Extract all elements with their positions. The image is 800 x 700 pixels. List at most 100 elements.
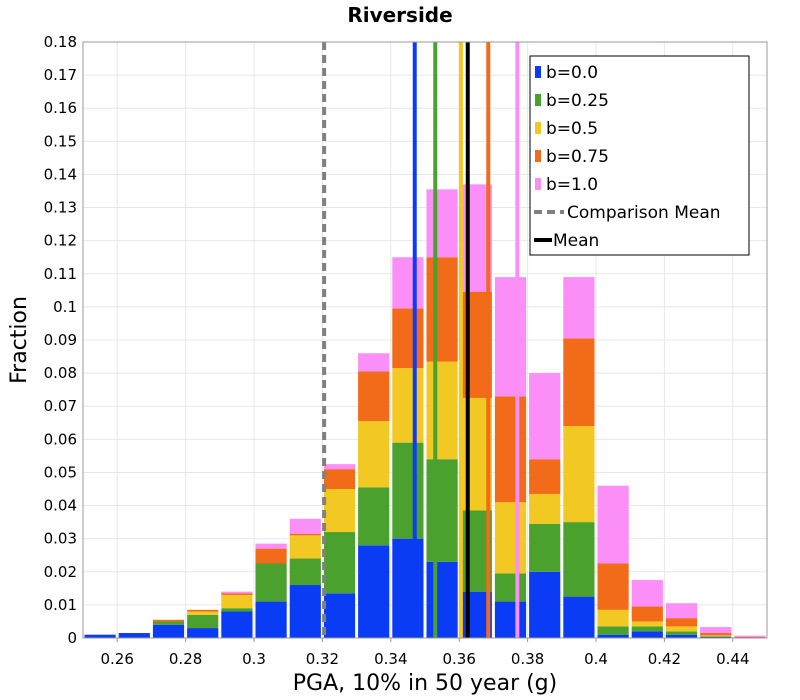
bar-segment-b-0-25 — [187, 614, 219, 629]
x-tick-label: 0.42 — [648, 650, 681, 668]
bar-segment-b-0-25 — [665, 631, 698, 635]
bar-segment-b-0-5 — [631, 621, 663, 627]
bar-segment-b-0-5 — [289, 535, 321, 559]
y-axis: 0 0.01 0.02 0.03 0.04 0.05 0.06 0.07 0.08 0.09 0.1… — [44, 33, 77, 647]
bar-segment-b-0-0 — [392, 538, 424, 638]
grid-lines — [83, 41, 767, 639]
bar-segment-b-0-5 — [665, 626, 698, 632]
x-axis-label: PGA, 10% in 50 year (g) — [293, 671, 557, 696]
legend-label: b=0.5 — [546, 119, 598, 139]
bar-segment-b-0-75 — [597, 563, 629, 610]
bar-segment-b-0-25 — [221, 608, 253, 612]
y-tick-label: 0.05 — [44, 463, 77, 481]
y-tick-label: 0.14 — [44, 165, 77, 183]
bar-segment-b-0-5 — [426, 361, 458, 460]
bar-segment-b-0-75 — [323, 469, 356, 489]
bar-segment-b-0-5 — [221, 594, 253, 609]
bar-segment-b-1-0 — [734, 635, 766, 638]
bar-segment-b-0-75 — [358, 371, 390, 422]
x-tick-label: 0.4 — [584, 650, 608, 668]
bar-segment-b-0-5 — [358, 421, 390, 488]
bar-segment-b-0-25 — [289, 558, 321, 586]
bar-segment-b-0-25 — [529, 523, 561, 572]
y-tick-label: 0.18 — [44, 33, 77, 51]
bar-segment-b-0-75 — [221, 593, 253, 595]
x-tick-label: 0.28 — [169, 650, 202, 668]
bar-segment-b-0-75 — [700, 633, 732, 636]
legend: b=0.0 b=0.25 b=0.5 b=0.75 b=1.0 Comparison Me… — [529, 55, 750, 256]
legend-swatch — [535, 178, 541, 190]
bar-segment-b-0-5 — [392, 368, 424, 443]
legend-swatch — [535, 150, 541, 162]
bar-segment-b-0-75 — [152, 619, 185, 622]
bar-segment-b-1-0 — [358, 353, 390, 372]
bar-segment-b-0-75 — [665, 618, 698, 627]
bar-segment-b-0-0 — [665, 634, 698, 638]
bar-segment-b-1-0 — [665, 603, 698, 619]
y-tick-label: 0.01 — [44, 596, 77, 614]
bar-segment-b-1-0 — [426, 189, 458, 258]
bar-segment-b-0-25 — [392, 442, 424, 539]
bar-segment-b-0-25 — [152, 621, 185, 625]
x-tick-label: 0.44 — [716, 650, 749, 668]
legend-label: b=0.0 — [546, 63, 598, 83]
legend-label: Mean — [553, 231, 599, 251]
y-tick-label: 0.11 — [44, 265, 77, 283]
bar-segment-b-0-75 — [494, 396, 527, 503]
bar-segment-b-1-0 — [392, 257, 424, 309]
y-tick-label: 0.03 — [44, 530, 77, 548]
bar-segment-b-0-25 — [358, 487, 390, 546]
y-tick-label: 0.04 — [44, 497, 77, 515]
bar-segment-b-0-25 — [631, 626, 663, 632]
bar-segment-b-1-0 — [597, 485, 629, 564]
x-tick-label: 0.26 — [100, 650, 133, 668]
bar-segment-b-0-75 — [563, 338, 595, 427]
bar-segment-b-0-25 — [494, 573, 527, 602]
x-tick-label: 0.38 — [511, 650, 544, 668]
bar-segment-b-1-0 — [631, 580, 663, 607]
y-tick-label: 0.02 — [44, 563, 77, 581]
x-tick-label: 0.36 — [442, 650, 475, 668]
bar-segment-b-1-0 — [289, 518, 321, 534]
y-tick-label: 0 — [67, 629, 77, 647]
legend-label: b=1.0 — [546, 175, 598, 195]
legend-box — [529, 55, 750, 256]
bar-segment-b-0-75 — [426, 257, 458, 362]
bar-segment-b-0-0 — [255, 601, 287, 638]
y-tick-label: 0.1 — [53, 298, 77, 316]
bar-segment-b-0-5 — [494, 502, 527, 574]
y-tick-label: 0.17 — [44, 66, 77, 84]
bar-segment-b-0-5 — [187, 611, 219, 615]
y-tick-label: 0.07 — [44, 397, 77, 415]
bar-segment-b-1-0 — [529, 373, 561, 460]
reference-lines — [322, 42, 520, 638]
bar-segment-b-0-0 — [563, 596, 595, 638]
x-tick-label: 0.3 — [242, 650, 266, 668]
bar-segment-b-0-0 — [358, 545, 390, 638]
legend-swatch — [535, 66, 541, 78]
bar-segment-b-0-75 — [255, 548, 287, 564]
x-tick-label: 0.32 — [306, 650, 339, 668]
bar-segment-b-0-0 — [631, 631, 663, 638]
bar-segment-b-0-75 — [289, 533, 321, 536]
bar-segment-b-0-25 — [255, 563, 287, 602]
bar-segment-b-0-0 — [494, 601, 527, 638]
bar-segment-b-1-0 — [494, 277, 527, 397]
bar-segment-b-0-75 — [187, 609, 219, 612]
bar-segment-b-1-0 — [221, 591, 253, 594]
bar-segment-b-0-0 — [84, 634, 116, 638]
bar-segment-b-0-75 — [529, 459, 561, 494]
bar-segment-b-1-0 — [563, 277, 595, 339]
bar-segment-b-0-0 — [118, 633, 150, 638]
bar-segment-b-1-0 — [323, 464, 356, 470]
legend-label: b=0.25 — [546, 91, 609, 111]
y-tick-label: 0.09 — [44, 331, 77, 349]
y-tick-label: 0.12 — [44, 232, 77, 250]
bar-segment-b-1-0 — [700, 627, 732, 634]
bar-segment-b-0-25 — [700, 636, 732, 638]
x-axis: 0.26 0.28 0.3 0.32 0.34 0.36 0.38 0.4 0.42 0.44 — [100, 638, 750, 668]
y-axis-label: Fraction — [7, 296, 32, 384]
chart-title: Riverside — [347, 3, 452, 27]
bar-segment-b-0-25 — [426, 459, 458, 562]
